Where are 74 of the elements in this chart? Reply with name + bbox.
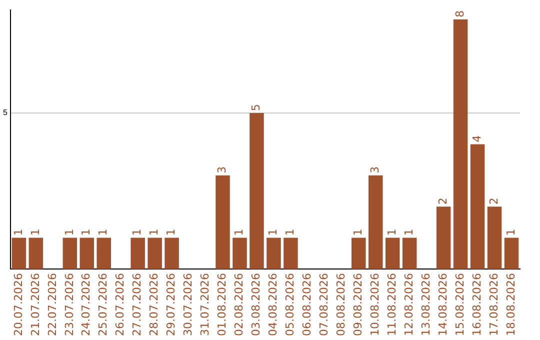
x-tick-label: 13.08.2026 [419,273,432,336]
x-tick-label: 01.08.2026 [216,273,229,336]
x-tick-label: 08.08.2026 [334,273,348,336]
x-tick-label: 23.07.2026 [62,273,76,336]
bar [266,238,281,270]
data-label: 1 [148,228,161,236]
data-label: 2 [436,198,450,205]
data-label: 1 [12,228,25,236]
data-label: 1 [130,228,144,236]
x-tick-label: 22.07.2026 [46,273,59,336]
x-tick-label: 16.08.2026 [470,273,484,336]
data-label: 1 [62,228,76,236]
bar [436,206,451,270]
bar [368,175,383,270]
x-tick-label: 18.08.2026 [504,273,518,336]
data-label: 1 [504,228,518,236]
x-tick-label: 03.08.2026 [250,273,263,336]
data-label: 3 [216,166,229,174]
x-tick-label: 09.08.2026 [352,273,364,336]
x-tick-label: 04.08.2026 [266,273,280,336]
bar [487,206,502,270]
x-tick-label: 17.08.2026 [487,273,500,336]
bar [385,238,400,270]
x-tick-label: 25.07.2026 [96,273,110,336]
bar [28,238,44,270]
x-tick-label: 12.08.2026 [402,273,416,336]
x-tick-label: 07.08.2026 [318,273,331,336]
data-label: 1 [385,228,398,236]
x-tick-label: 10.08.2026 [368,273,382,336]
data-label: 1 [352,228,364,236]
data-label: 3 [368,166,382,174]
bar [216,175,230,270]
x-tick-label: 21.07.2026 [28,273,42,336]
bar [453,19,468,270]
x-tick-label: 15.08.2026 [453,273,466,336]
data-label: 8 [453,10,466,18]
bar [504,238,519,270]
data-label: 5 [250,104,263,111]
x-tick-label: 02.08.2026 [232,273,246,336]
data-label: 1 [284,228,297,236]
bar [232,238,247,270]
bar [62,238,78,270]
data-label: 1 [164,228,178,236]
bar [352,238,366,270]
x-tick-label: 05.08.2026 [284,273,297,336]
bar [80,238,94,270]
x-tick-label: 26.07.2026 [114,273,127,336]
bar [250,112,264,270]
x-tick-label: 11.08.2026 [385,273,398,336]
x-tick-label: 20.07.2026 [12,273,25,336]
bar [96,238,111,270]
x-tick-label: 24.07.2026 [80,273,93,336]
data-label: 1 [232,228,246,236]
bar [402,238,417,270]
bar [284,238,298,270]
data-label: 1 [96,228,110,236]
bar [470,144,485,270]
data-label: 1 [402,228,416,236]
data-label: 1 [28,228,42,236]
data-label: 2 [487,198,500,205]
data-label: 1 [266,228,280,236]
x-tick-label: 28.07.2026 [148,273,161,336]
data-label: 4 [470,135,484,142]
bar [148,238,162,270]
x-tick-label: 14.08.2026 [436,273,450,336]
data-label: 1 [80,228,93,236]
bar [12,238,26,270]
x-tick-label: 29.07.2026 [164,273,178,336]
x-tick-label: 27.07.2026 [130,273,144,336]
x-tick-label: 30.07.2026 [182,273,195,336]
bar [164,238,179,270]
bar [130,238,145,270]
x-tick-label: 31.07.2026 [198,273,212,336]
x-tick-label: 06.08.2026 [300,273,314,336]
